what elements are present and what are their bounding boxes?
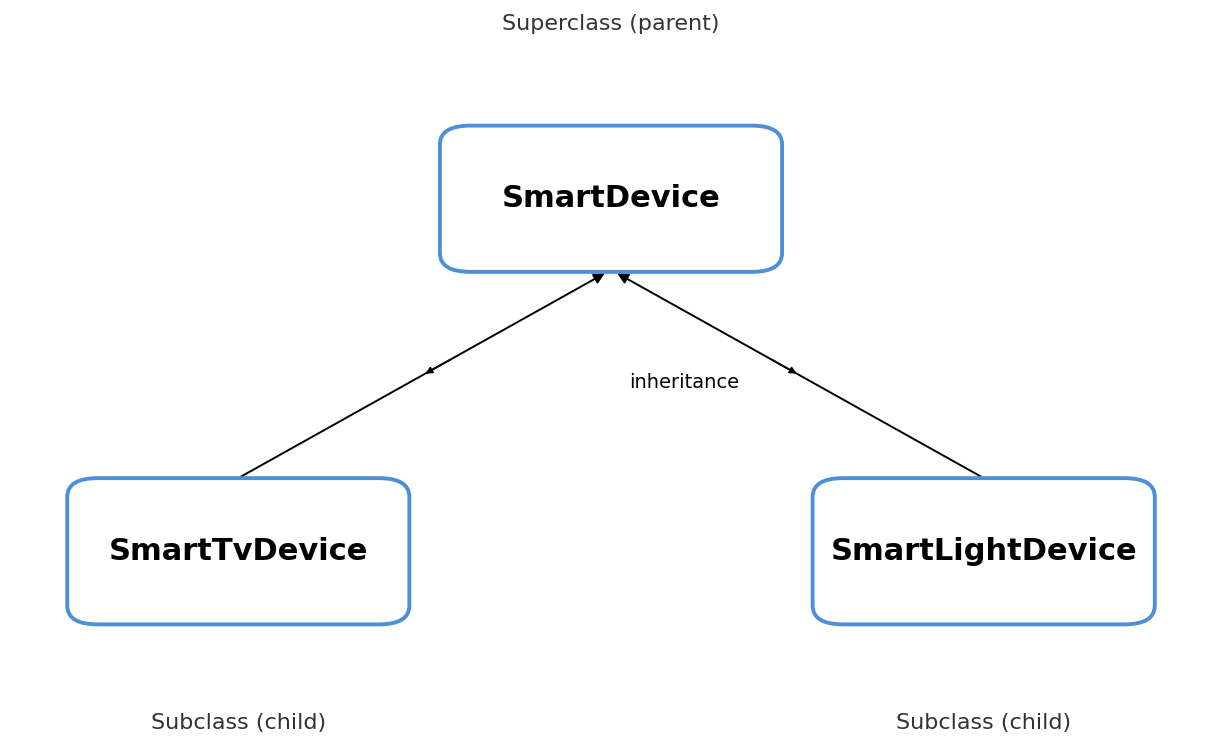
Text: inheritance: inheritance (629, 373, 739, 392)
Text: SmartTvDevice: SmartTvDevice (109, 537, 368, 566)
Text: Superclass (parent): Superclass (parent) (502, 13, 720, 34)
Text: Subclass (child): Subclass (child) (150, 712, 326, 733)
FancyBboxPatch shape (440, 125, 782, 272)
Text: Subclass (child): Subclass (child) (896, 712, 1072, 733)
FancyBboxPatch shape (67, 478, 409, 624)
Text: SmartLightDevice: SmartLightDevice (831, 537, 1136, 566)
FancyBboxPatch shape (813, 478, 1155, 624)
Text: SmartDevice: SmartDevice (501, 184, 721, 213)
